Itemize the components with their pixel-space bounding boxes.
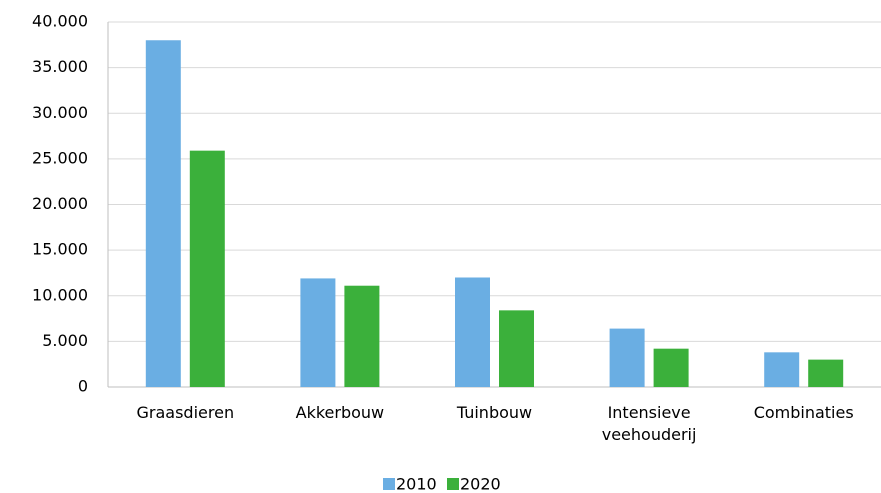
y-tick-label: 40.000 <box>32 12 88 31</box>
y-tick-label: 0 <box>78 377 88 396</box>
legend-swatch <box>383 478 395 490</box>
y-tick-label: 25.000 <box>32 148 88 167</box>
y-tick-label: 10.000 <box>32 285 88 304</box>
legend-swatch <box>447 478 459 490</box>
x-tick-label: Graasdieren <box>136 403 235 422</box>
bar <box>189 150 225 387</box>
y-tick-label: 35.000 <box>32 57 88 76</box>
y-tick-label: 20.000 <box>32 194 88 213</box>
bar <box>145 40 181 387</box>
bar <box>808 359 844 387</box>
legend-label: 2020 <box>460 475 501 493</box>
x-tick-label: Intensieve veehouderij <box>601 403 697 444</box>
y-tick-label: 5.000 <box>42 331 88 350</box>
y-tick-label: 30.000 <box>32 103 88 122</box>
bar <box>455 277 490 387</box>
y-tick-label: 15.000 <box>32 240 88 259</box>
bar <box>609 328 645 387</box>
bar <box>344 285 380 387</box>
x-tick-label: Tuinbouw <box>456 403 533 422</box>
bar <box>300 278 336 387</box>
bar <box>499 310 534 387</box>
x-tick-label: Akkerbouw <box>295 403 385 422</box>
bar <box>653 348 689 387</box>
bar <box>764 352 800 387</box>
legend-label: 2010 <box>396 475 437 493</box>
x-tick-label: Combinaties <box>753 403 854 422</box>
